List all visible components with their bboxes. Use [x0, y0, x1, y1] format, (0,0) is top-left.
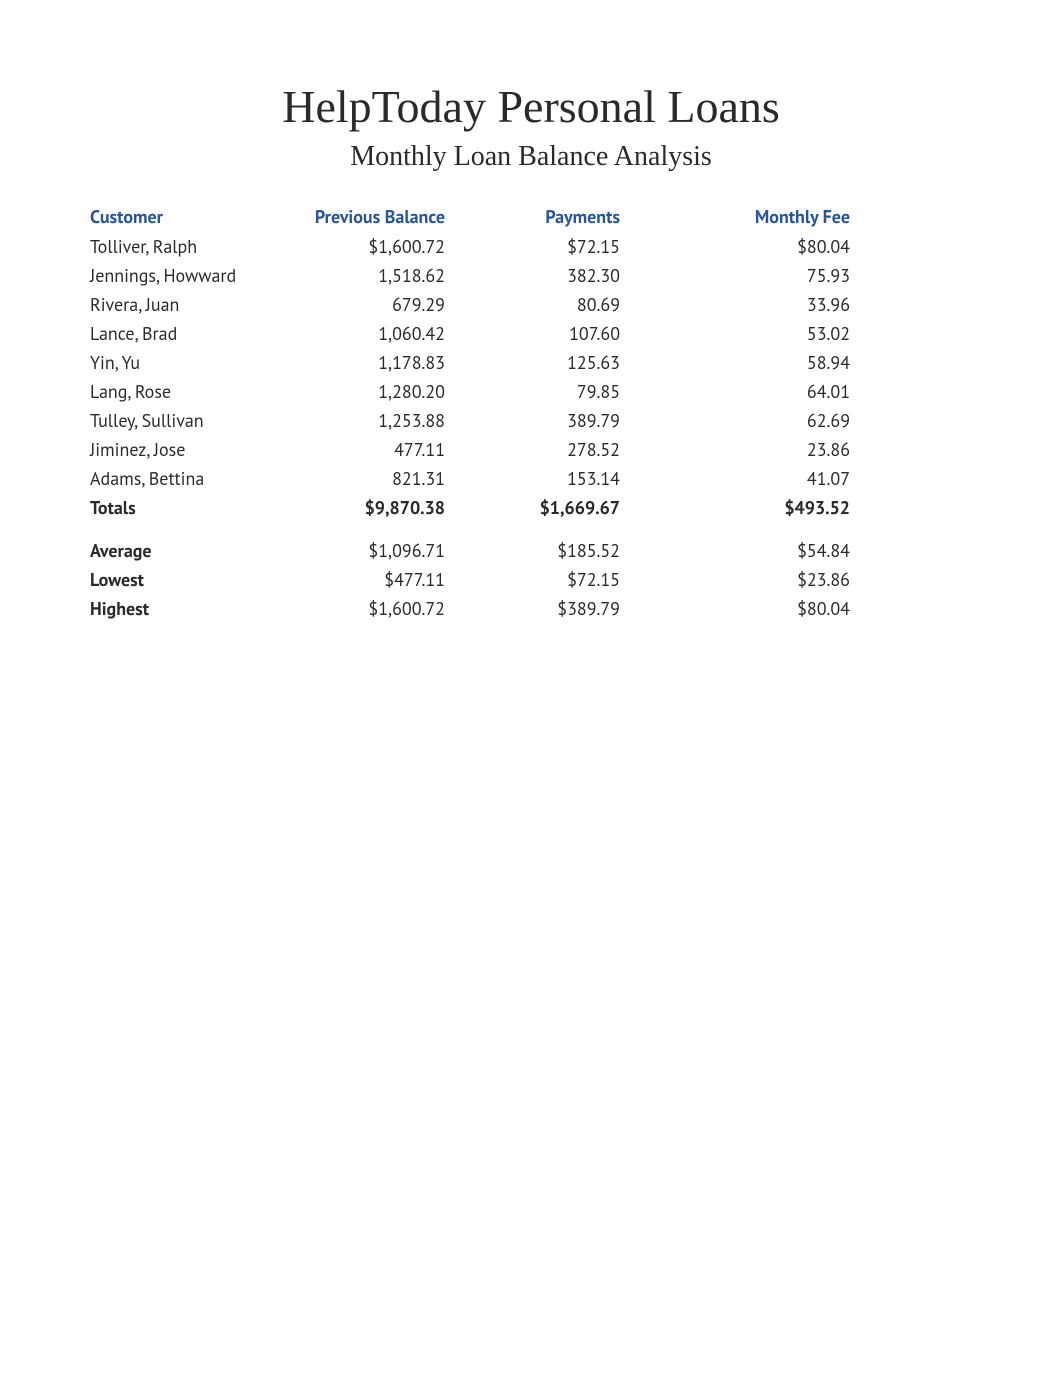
header-customer: Customer	[90, 201, 305, 232]
monthly-fee: 75.93	[670, 261, 850, 290]
header-payments: Payments	[495, 201, 670, 232]
page-title: HelpToday Personal Loans	[90, 80, 972, 133]
previous-balance: 1,253.88	[305, 406, 495, 435]
header-fee: Monthly Fee	[670, 201, 850, 232]
monthly-fee: 53.02	[670, 319, 850, 348]
monthly-fee: $80.04	[670, 232, 850, 261]
table-row: Lance, Brad1,060.42107.6053.02	[90, 319, 850, 348]
table-row: Lang, Rose1,280.2079.8564.01	[90, 377, 850, 406]
stat-balance: $477.11	[305, 565, 495, 594]
monthly-fee: 64.01	[670, 377, 850, 406]
monthly-fee: 33.96	[670, 290, 850, 319]
payments: 389.79	[495, 406, 670, 435]
stat-payments: $72.15	[495, 565, 670, 594]
stat-fee: $23.86	[670, 565, 850, 594]
table-row: Adams, Bettina821.31153.1441.07	[90, 464, 850, 493]
previous-balance: 1,178.83	[305, 348, 495, 377]
totals-fee: $493.52	[670, 493, 850, 522]
customer-name: Lance, Brad	[90, 319, 305, 348]
customer-name: Jennings, Howward	[90, 261, 305, 290]
stat-label: Average	[90, 536, 305, 565]
previous-balance: 1,518.62	[305, 261, 495, 290]
payments: 107.60	[495, 319, 670, 348]
table-row: Jennings, Howward1,518.62382.3075.93	[90, 261, 850, 290]
monthly-fee: 23.86	[670, 435, 850, 464]
monthly-fee: 41.07	[670, 464, 850, 493]
totals-row: Totals$9,870.38$1,669.67$493.52	[90, 493, 850, 522]
stat-balance: $1,096.71	[305, 536, 495, 565]
spacer-row	[90, 522, 850, 536]
table-row: Tulley, Sullivan1,253.88389.7962.69	[90, 406, 850, 435]
table-row: Rivera, Juan679.2980.6933.96	[90, 290, 850, 319]
customer-name: Rivera, Juan	[90, 290, 305, 319]
previous-balance: 679.29	[305, 290, 495, 319]
loan-table: Customer Previous Balance Payments Month…	[90, 201, 850, 623]
table-row: Tolliver, Ralph$1,600.72$72.15$80.04	[90, 232, 850, 261]
customer-name: Yin, Yu	[90, 348, 305, 377]
payments: 80.69	[495, 290, 670, 319]
monthly-fee: 58.94	[670, 348, 850, 377]
totals-label: Totals	[90, 493, 305, 522]
customer-name: Lang, Rose	[90, 377, 305, 406]
totals-payments: $1,669.67	[495, 493, 670, 522]
payments: 125.63	[495, 348, 670, 377]
stat-fee: $54.84	[670, 536, 850, 565]
monthly-fee: 62.69	[670, 406, 850, 435]
customer-name: Adams, Bettina	[90, 464, 305, 493]
stat-row: Highest$1,600.72$389.79$80.04	[90, 594, 850, 623]
previous-balance: 1,060.42	[305, 319, 495, 348]
stat-balance: $1,600.72	[305, 594, 495, 623]
previous-balance: 1,280.20	[305, 377, 495, 406]
payments: $72.15	[495, 232, 670, 261]
payments: 382.30	[495, 261, 670, 290]
previous-balance: 821.31	[305, 464, 495, 493]
stat-fee: $80.04	[670, 594, 850, 623]
table-header-row: Customer Previous Balance Payments Month…	[90, 201, 850, 232]
stat-payments: $389.79	[495, 594, 670, 623]
customer-name: Tolliver, Ralph	[90, 232, 305, 261]
stat-row: Average$1,096.71$185.52$54.84	[90, 536, 850, 565]
table-row: Jiminez, Jose477.11278.5223.86	[90, 435, 850, 464]
customer-name: Tulley, Sullivan	[90, 406, 305, 435]
header-balance: Previous Balance	[305, 201, 495, 232]
payments: 153.14	[495, 464, 670, 493]
customer-name: Jiminez, Jose	[90, 435, 305, 464]
stat-payments: $185.52	[495, 536, 670, 565]
previous-balance: $1,600.72	[305, 232, 495, 261]
stat-row: Lowest$477.11$72.15$23.86	[90, 565, 850, 594]
stat-label: Highest	[90, 594, 305, 623]
previous-balance: 477.11	[305, 435, 495, 464]
totals-balance: $9,870.38	[305, 493, 495, 522]
stat-label: Lowest	[90, 565, 305, 594]
page-subtitle: Monthly Loan Balance Analysis	[90, 141, 972, 173]
payments: 278.52	[495, 435, 670, 464]
payments: 79.85	[495, 377, 670, 406]
table-row: Yin, Yu1,178.83125.6358.94	[90, 348, 850, 377]
